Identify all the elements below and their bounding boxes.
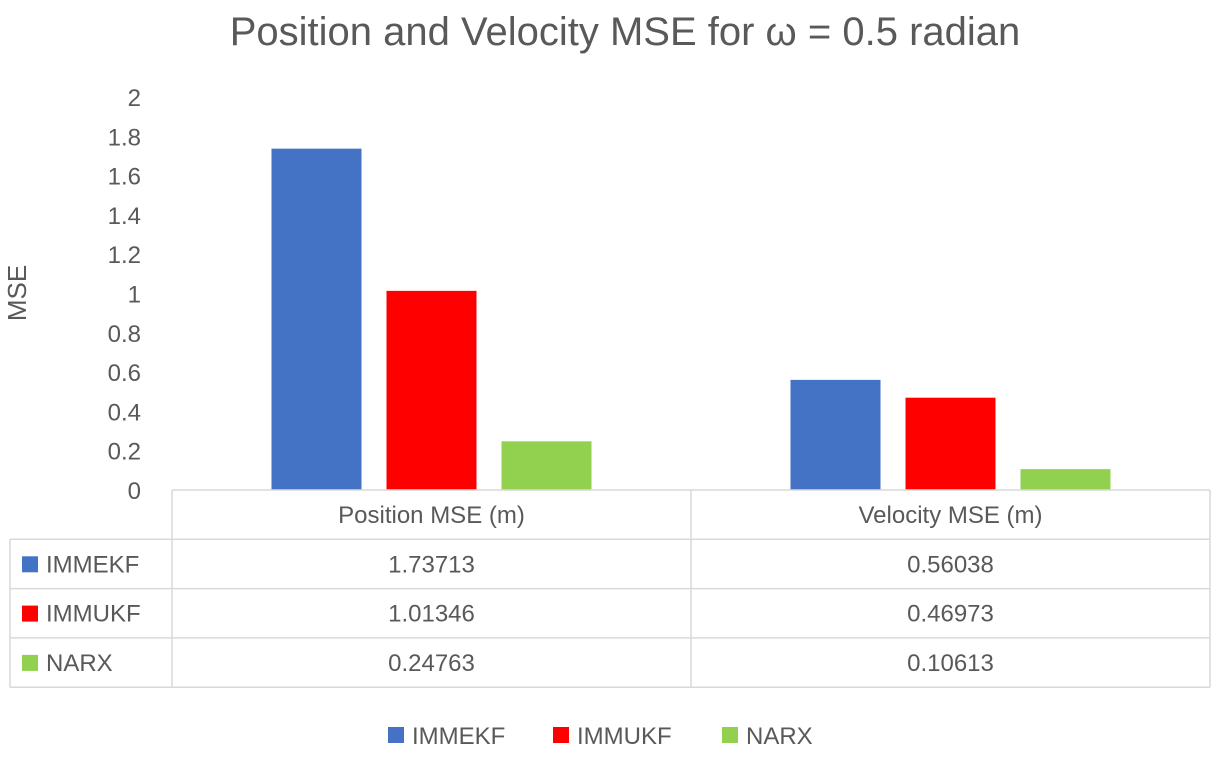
bar-immukf	[386, 290, 477, 490]
legend-swatch	[388, 727, 404, 743]
y-tick-label: 2	[128, 85, 141, 112]
table-cell-value: 0.46973	[907, 601, 994, 628]
legend-swatch	[553, 727, 569, 743]
table-legend-key	[22, 605, 38, 622]
table-row-label: IMMEKF	[46, 551, 139, 578]
table-cell-value: 0.56038	[907, 551, 994, 578]
table-cell-value: 1.01346	[388, 601, 475, 628]
legend-label: IMMEKF	[412, 723, 505, 750]
y-tick-label: 1.6	[108, 164, 141, 191]
table-row-label: NARX	[46, 650, 113, 677]
bar-immukf	[905, 397, 996, 490]
table-legend-key	[22, 654, 38, 671]
table-cell-value: 0.24763	[388, 650, 475, 677]
bar-immekf	[790, 379, 881, 490]
table-row-label: IMMUKF	[46, 601, 141, 628]
legend: IMMEKF IMMUKF NARX	[388, 723, 813, 750]
y-tick-label: 0.2	[108, 439, 141, 466]
legend-label: IMMUKF	[577, 723, 672, 750]
y-tick-label: 0	[128, 478, 141, 505]
y-axis-ticks: 0 0.2 0.4 0.6 0.8 1 1.2 1.4 1.6 1.8 2	[108, 85, 141, 505]
table-cell-value: 1.73713	[388, 551, 475, 578]
data-table: Position MSE (m) Velocity MSE (m) IMMEKF 1.…	[9, 489, 1211, 688]
x-category-label: Position MSE (m)	[338, 502, 525, 529]
bar-narx	[501, 441, 592, 490]
y-tick-label: 1.2	[108, 242, 141, 269]
table-legend-key	[22, 556, 38, 573]
table-cell-value: 0.10613	[907, 650, 994, 677]
y-tick-label: 1.8	[108, 124, 141, 151]
x-category-label: Velocity MSE (m)	[858, 502, 1042, 529]
y-tick-label: 1	[128, 282, 141, 309]
chart-title: Position and Velocity MSE for ω = 0.5 ra…	[230, 10, 1021, 54]
y-tick-label: 1.4	[108, 203, 141, 230]
y-axis-label: MSE	[2, 265, 32, 321]
legend-swatch	[722, 727, 738, 743]
bar-narx	[1020, 469, 1111, 490]
legend-label: NARX	[746, 723, 813, 750]
y-tick-label: 0.6	[108, 360, 141, 387]
bar-plot-area	[271, 148, 1111, 490]
bar-immekf	[271, 148, 362, 490]
y-tick-label: 0.8	[108, 321, 141, 348]
y-tick-label: 0.4	[108, 399, 141, 426]
